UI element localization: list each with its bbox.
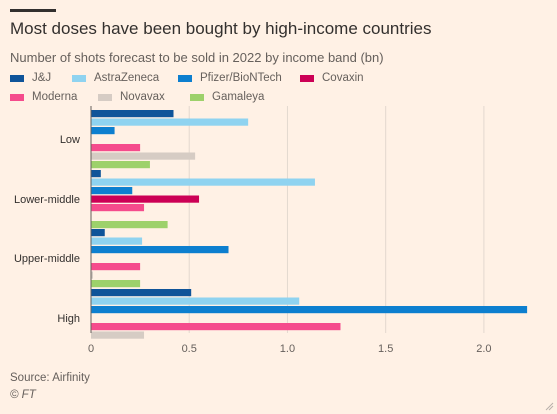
source-note: Source: Airfinity: [10, 372, 90, 384]
bar-0-2: [91, 127, 115, 135]
legend-swatch: [190, 93, 204, 101]
legend-swatch: [72, 74, 86, 82]
x-tick-label: 1.5: [378, 343, 393, 355]
legend-swatch: [300, 74, 314, 82]
bar-3-5: [91, 331, 145, 339]
legend-label: Moderna: [32, 91, 78, 103]
x-tick-label: 2.0: [476, 343, 491, 355]
bar-2-4: [91, 263, 141, 271]
bar-3-4: [91, 323, 341, 331]
legend-item-novavax: Novavax: [98, 91, 165, 103]
legend-label: Novavax: [120, 91, 165, 103]
legend-swatch: [178, 74, 192, 82]
bar-0-6: [91, 161, 150, 169]
legend-item-gamaleya: Gamaleya: [190, 91, 264, 103]
category-label: High: [57, 313, 80, 325]
legend-label: J&J: [32, 72, 52, 84]
bar-0-1: [91, 118, 249, 126]
bar-2-0: [91, 229, 105, 237]
bar-2-5: [91, 271, 93, 279]
x-tick-label: 0.5: [182, 343, 197, 355]
legend-label: Pfizer/BioNTech: [200, 72, 282, 84]
legend-label: Covaxin: [322, 72, 364, 84]
resize-grip-icon[interactable]: [545, 402, 554, 411]
bar-0-0: [91, 110, 174, 118]
bar-1-0: [91, 170, 101, 178]
bar-2-2: [91, 246, 229, 254]
bar-1-1: [91, 178, 315, 186]
ft-credit: © FT: [10, 389, 36, 401]
legend-swatch: [10, 93, 24, 101]
bar-1-3: [91, 195, 200, 203]
bar-3-2: [91, 306, 528, 314]
category-label: Lower-middle: [14, 194, 80, 206]
bar-1-6: [91, 221, 168, 229]
bar-1-4: [91, 204, 145, 212]
legend-label: Gamaleya: [212, 91, 265, 103]
bar-1-2: [91, 187, 133, 195]
bar-0-5: [91, 152, 196, 160]
legend-label: AstraZeneca: [94, 72, 160, 84]
top-rule: [10, 9, 56, 12]
bar-3-0: [91, 289, 192, 297]
legend: J&J AstraZeneca Pfizer/BioNTech Covaxin …: [10, 72, 550, 108]
legend-swatch: [10, 74, 24, 82]
bar-3-1: [91, 297, 300, 305]
chart-title: Most doses have been bought by high-inco…: [10, 19, 432, 38]
legend-item-jj: J&J: [10, 72, 51, 84]
category-label: Upper-middle: [14, 253, 80, 265]
legend-item-pfizer: Pfizer/BioNTech: [178, 72, 282, 84]
bar-2-6: [91, 280, 141, 288]
x-tick-label: 0: [88, 343, 94, 355]
category-label: Low: [60, 134, 80, 146]
bar-2-1: [91, 237, 143, 245]
legend-item-covaxin: Covaxin: [300, 72, 364, 84]
legend-item-moderna: Moderna: [10, 91, 77, 103]
legend-swatch: [98, 93, 112, 101]
chart-subtitle: Number of shots forecast to be sold in 2…: [10, 50, 384, 65]
legend-item-astrazeneca: AstraZeneca: [72, 72, 159, 84]
x-tick-label: 1.0: [280, 343, 295, 355]
bar-0-4: [91, 144, 141, 152]
